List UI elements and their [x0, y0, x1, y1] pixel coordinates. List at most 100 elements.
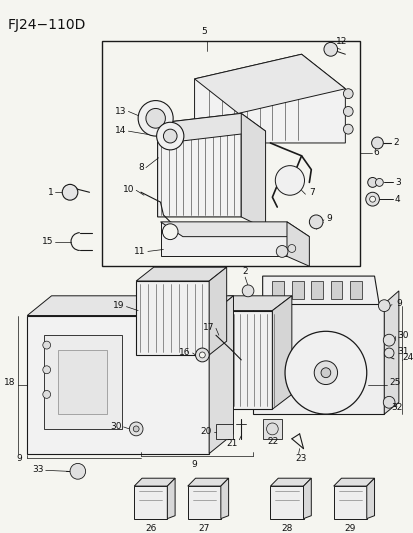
Circle shape	[375, 179, 382, 187]
Text: 7: 7	[309, 188, 314, 197]
Polygon shape	[27, 296, 233, 316]
Polygon shape	[134, 486, 167, 519]
Circle shape	[275, 166, 304, 195]
Polygon shape	[134, 478, 175, 486]
Circle shape	[365, 192, 378, 206]
Polygon shape	[160, 222, 309, 237]
Circle shape	[43, 341, 50, 349]
Text: 29: 29	[344, 523, 355, 532]
Polygon shape	[366, 478, 374, 519]
Circle shape	[275, 246, 287, 257]
Text: 16: 16	[179, 349, 190, 358]
Text: 2: 2	[392, 139, 398, 148]
Polygon shape	[270, 478, 311, 486]
Bar	[349, 281, 361, 299]
Circle shape	[313, 361, 337, 384]
Polygon shape	[209, 267, 226, 355]
Text: 25: 25	[388, 378, 399, 387]
Text: 9: 9	[17, 454, 22, 463]
Text: 26: 26	[145, 523, 156, 532]
Text: 23: 23	[295, 454, 306, 463]
Text: 31: 31	[396, 346, 408, 356]
Polygon shape	[209, 296, 291, 311]
Circle shape	[369, 196, 375, 202]
Circle shape	[133, 426, 139, 432]
Polygon shape	[220, 478, 228, 519]
Text: 9: 9	[325, 214, 331, 223]
Text: 4: 4	[394, 195, 400, 204]
Text: 9: 9	[395, 299, 401, 308]
Text: 1: 1	[47, 188, 53, 197]
Polygon shape	[383, 291, 398, 414]
Circle shape	[266, 423, 278, 435]
Polygon shape	[272, 296, 291, 409]
Polygon shape	[209, 296, 233, 454]
Text: 15: 15	[42, 237, 53, 246]
Text: 24: 24	[402, 353, 413, 362]
Circle shape	[138, 101, 173, 136]
Polygon shape	[241, 114, 265, 229]
Text: 30: 30	[110, 423, 121, 431]
Text: 9: 9	[191, 461, 197, 470]
Text: 5: 5	[201, 28, 206, 36]
Circle shape	[367, 177, 377, 187]
Polygon shape	[188, 478, 228, 486]
Text: 2: 2	[242, 267, 247, 276]
Polygon shape	[333, 478, 374, 486]
Bar	[44, 335, 121, 429]
Circle shape	[383, 348, 393, 358]
Polygon shape	[194, 54, 344, 114]
Text: 27: 27	[198, 523, 209, 532]
Bar	[272, 281, 283, 299]
Polygon shape	[160, 222, 286, 256]
Polygon shape	[303, 478, 311, 519]
Bar	[311, 281, 322, 299]
Text: 32: 32	[390, 403, 401, 411]
Polygon shape	[188, 486, 220, 519]
Circle shape	[162, 224, 178, 240]
Text: 22: 22	[267, 437, 278, 446]
Text: 14: 14	[115, 126, 126, 135]
Polygon shape	[167, 478, 175, 519]
Text: 12: 12	[335, 37, 346, 46]
Text: 18: 18	[4, 378, 16, 387]
Text: FJ24−110D: FJ24−110D	[8, 18, 86, 32]
Circle shape	[156, 122, 183, 150]
Bar	[102, 42, 359, 266]
Text: 6: 6	[373, 148, 378, 157]
Polygon shape	[333, 486, 366, 519]
Bar	[58, 350, 107, 414]
Circle shape	[371, 137, 382, 149]
Polygon shape	[270, 486, 303, 519]
Text: 13: 13	[115, 107, 126, 116]
Bar	[330, 281, 342, 299]
Text: 11: 11	[134, 247, 145, 256]
Polygon shape	[262, 276, 378, 305]
Text: 21: 21	[225, 439, 237, 448]
Text: 19: 19	[113, 301, 124, 310]
Circle shape	[382, 397, 394, 408]
Text: 3: 3	[394, 178, 400, 187]
Circle shape	[195, 348, 209, 362]
Text: 33: 33	[32, 465, 44, 474]
Text: 28: 28	[280, 523, 292, 532]
Polygon shape	[157, 114, 265, 141]
Bar	[216, 424, 233, 439]
Text: 20: 20	[200, 427, 211, 437]
Circle shape	[377, 300, 389, 312]
Bar	[262, 419, 281, 439]
Text: 30: 30	[396, 331, 408, 340]
Polygon shape	[157, 114, 241, 217]
Circle shape	[320, 368, 330, 378]
Polygon shape	[252, 304, 383, 414]
Circle shape	[284, 332, 366, 414]
Polygon shape	[209, 311, 272, 409]
Polygon shape	[286, 222, 309, 266]
Circle shape	[342, 124, 352, 134]
Circle shape	[43, 391, 50, 398]
Polygon shape	[27, 316, 209, 454]
Bar	[291, 281, 303, 299]
Circle shape	[129, 422, 142, 436]
Circle shape	[145, 108, 165, 128]
Text: 8: 8	[138, 163, 144, 172]
